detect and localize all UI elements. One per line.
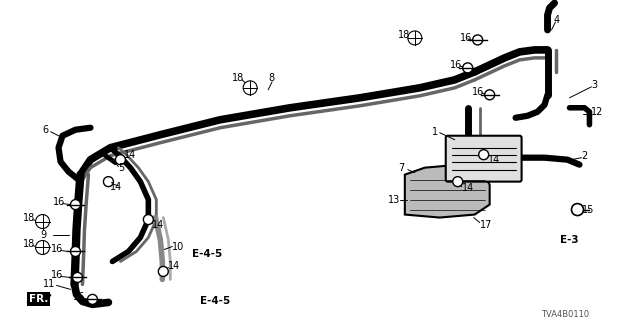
Polygon shape [405, 165, 490, 218]
Text: 16: 16 [72, 292, 84, 302]
Circle shape [72, 272, 83, 283]
Text: 14: 14 [111, 182, 123, 192]
Circle shape [70, 246, 81, 256]
Text: 6: 6 [43, 125, 49, 135]
Circle shape [473, 35, 483, 45]
Text: 11: 11 [43, 279, 55, 289]
Text: 18: 18 [398, 30, 410, 40]
Circle shape [572, 204, 584, 216]
Text: 14: 14 [124, 150, 137, 160]
Text: 8: 8 [268, 73, 274, 83]
Text: 16: 16 [460, 33, 472, 43]
Circle shape [38, 244, 47, 252]
Circle shape [452, 177, 463, 187]
Circle shape [158, 267, 168, 276]
Text: 13: 13 [388, 195, 400, 204]
Circle shape [484, 90, 495, 100]
Text: 9: 9 [40, 229, 47, 240]
Text: 16: 16 [472, 87, 484, 97]
Circle shape [36, 215, 49, 228]
Text: 1: 1 [432, 127, 438, 137]
Circle shape [143, 215, 154, 225]
Text: 18: 18 [22, 212, 35, 222]
Text: 4: 4 [554, 15, 559, 25]
FancyBboxPatch shape [445, 136, 522, 182]
Circle shape [411, 34, 419, 42]
Text: 14: 14 [461, 183, 474, 193]
Text: 2: 2 [582, 151, 588, 161]
Text: E-4-5: E-4-5 [200, 296, 230, 306]
Circle shape [104, 177, 113, 187]
Circle shape [463, 63, 473, 73]
Text: 18: 18 [232, 73, 244, 83]
Text: 14: 14 [152, 220, 164, 229]
Circle shape [246, 84, 254, 92]
Text: 5: 5 [118, 163, 125, 173]
Circle shape [36, 241, 49, 254]
Circle shape [70, 200, 81, 210]
Text: 16: 16 [52, 196, 65, 207]
Text: 16: 16 [51, 244, 63, 254]
Text: 16: 16 [450, 60, 462, 70]
Text: 12: 12 [591, 107, 604, 117]
Text: 15: 15 [582, 204, 594, 215]
Text: E-4-5: E-4-5 [192, 250, 223, 260]
Circle shape [38, 218, 47, 226]
Text: 17: 17 [479, 220, 492, 229]
Text: 16: 16 [51, 270, 63, 280]
Circle shape [479, 150, 489, 160]
Text: E-3: E-3 [559, 235, 578, 244]
Text: 14: 14 [488, 155, 500, 165]
Text: FR.: FR. [29, 294, 48, 304]
Text: 10: 10 [172, 243, 184, 252]
Text: TVA4B0110: TVA4B0110 [541, 310, 589, 319]
Text: 3: 3 [591, 80, 598, 90]
Text: 18: 18 [22, 238, 35, 249]
Circle shape [243, 81, 257, 95]
Circle shape [115, 155, 125, 165]
Text: 14: 14 [168, 261, 180, 271]
Circle shape [408, 31, 422, 45]
Text: 7: 7 [398, 163, 404, 173]
Circle shape [88, 294, 97, 304]
